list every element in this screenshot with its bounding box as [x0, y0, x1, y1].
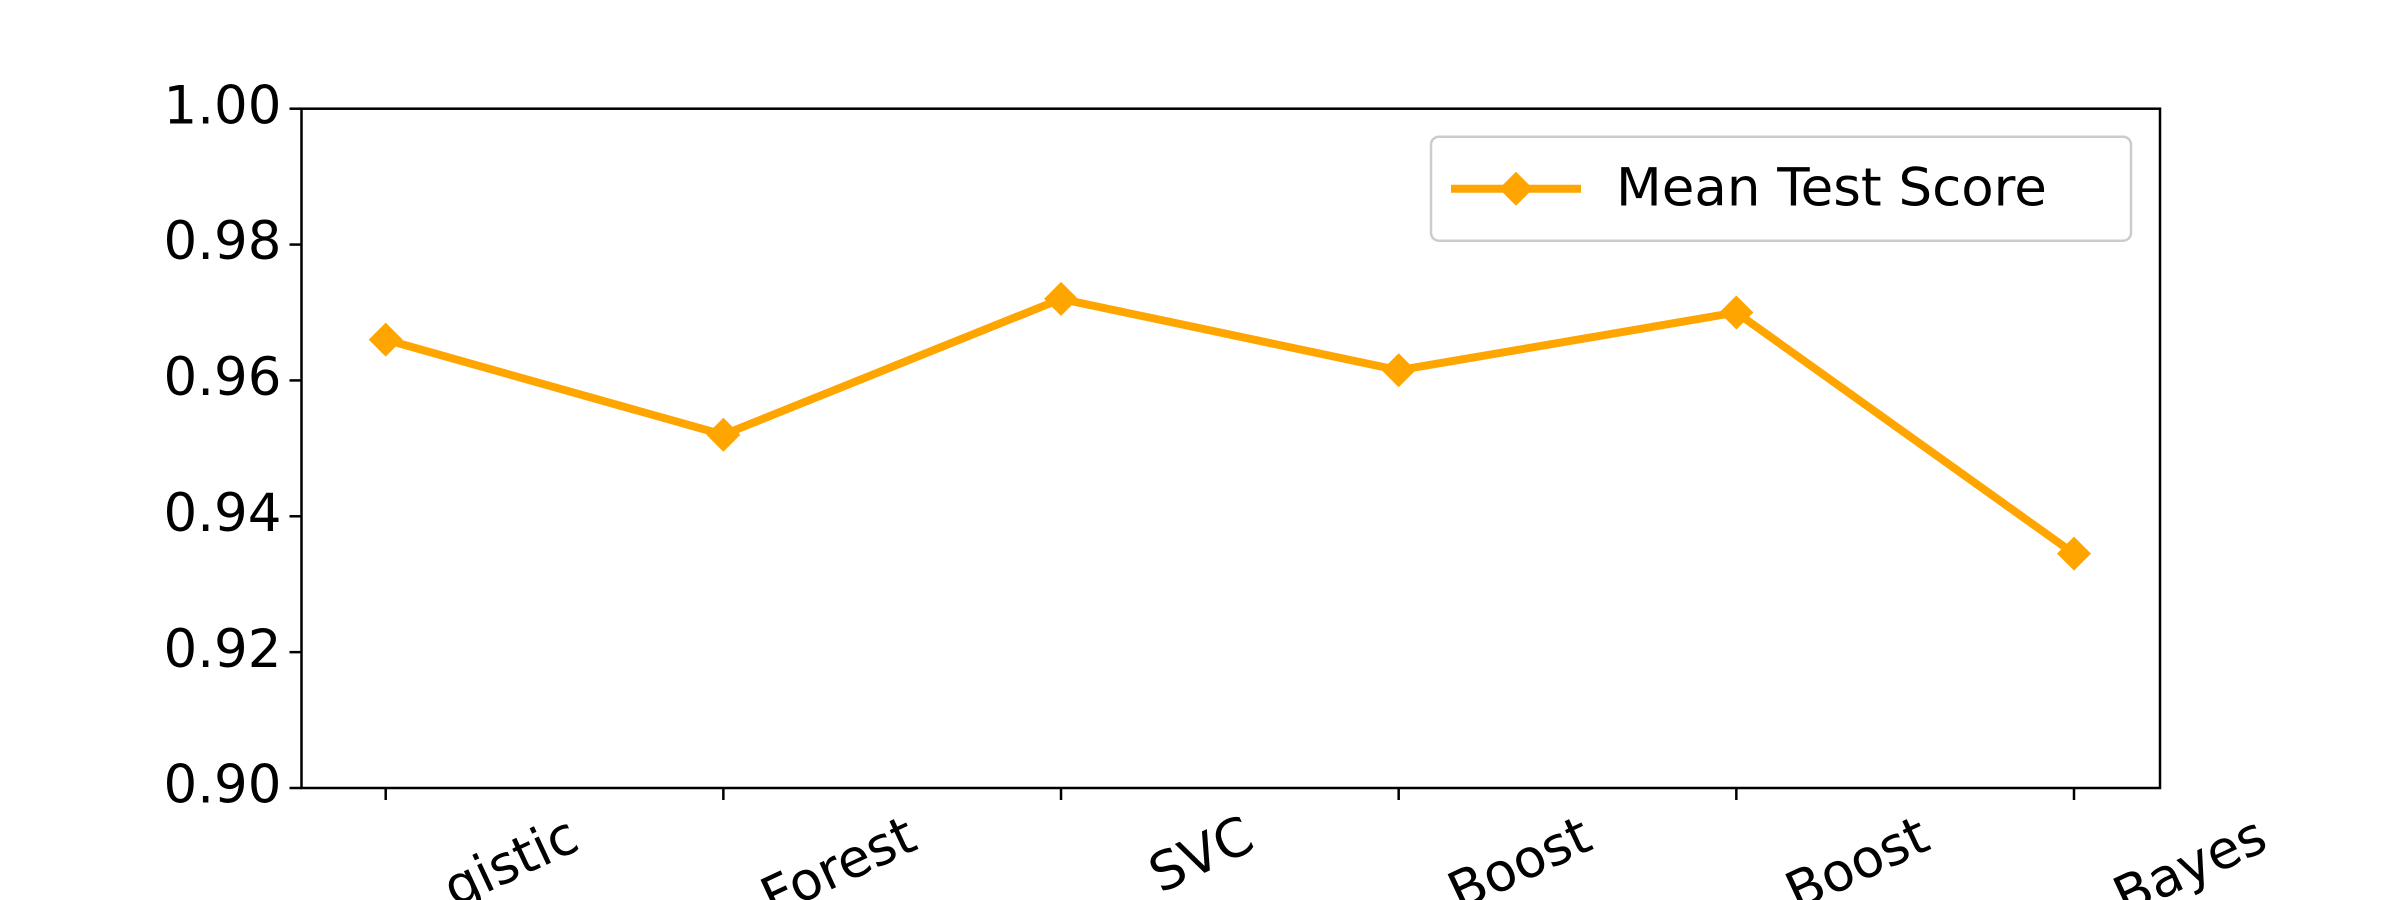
legend-label: Mean Test Score: [1616, 157, 2047, 218]
data-point: [1044, 281, 1079, 316]
data-point: [2057, 536, 2091, 571]
x-tick-label: Boost: [1439, 805, 1600, 900]
data-point: [1719, 295, 1754, 330]
y-tick-label: 1.00: [163, 75, 281, 136]
x-tick-label: Boost: [1777, 805, 1938, 900]
series-line: [384, 294, 2077, 557]
data-point: [706, 417, 741, 452]
data-point: [1381, 353, 1416, 388]
data-point: [368, 322, 403, 357]
x-tick-label: SVC: [1140, 805, 1263, 900]
legend-box: [1429, 135, 2133, 242]
plot-frame: [300, 107, 2162, 790]
y-tick-label: 0.92: [163, 619, 281, 680]
legend-marker: [1499, 171, 1533, 206]
y-tick-label: 0.96: [163, 347, 281, 408]
x-tick-label: Bayes: [2104, 805, 2275, 900]
y-tick-label: 0.94: [163, 483, 281, 544]
x-tick-label: gistic: [434, 805, 587, 900]
y-tick-label: 0.98: [163, 211, 281, 272]
x-tick-label: Forest: [752, 805, 925, 900]
y-tick-label: 0.90: [163, 755, 281, 816]
